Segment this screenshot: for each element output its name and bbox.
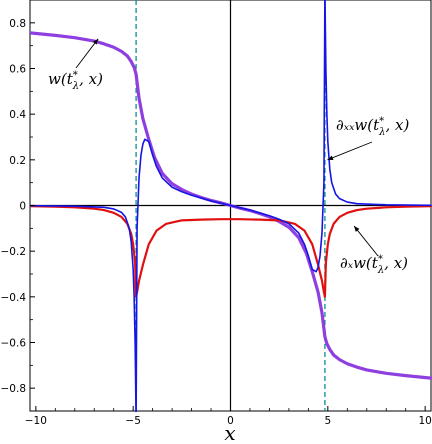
x-axis-title: x bbox=[224, 421, 235, 444]
annotation-arrowhead bbox=[327, 155, 334, 160]
annotation-arrowhead bbox=[354, 226, 360, 232]
y-tick-label: 0.2 bbox=[9, 155, 26, 167]
annotation-2: ∂ₓw(t* λ, x) bbox=[340, 225, 408, 276]
annotation-arrow bbox=[353, 225, 379, 257]
annotation-label: w(t* λ, x) bbox=[48, 70, 103, 92]
y-tick-label: −0.6 bbox=[1, 338, 27, 350]
ticks: −10 −5 0 5 10 0.8 0.6 0.4 0.2 0 −0.2 −0.4 −0.6 −0.8 bbox=[1, 0, 432, 427]
series-line-2 bbox=[30, 0, 432, 412]
x-tick-label: 5 bbox=[324, 415, 331, 427]
y-tick-label: 0.8 bbox=[9, 18, 26, 30]
annotation-arrowhead bbox=[92, 38, 99, 45]
annotation-arrow bbox=[327, 141, 373, 161]
y-tick-label: 0.6 bbox=[9, 64, 26, 76]
annotation-label: ∂ₓw(t* λ, x) bbox=[340, 254, 408, 276]
annotation-0: w(t* λ, x) bbox=[48, 38, 103, 92]
x-tick-label: −5 bbox=[125, 415, 140, 427]
x-tick-label: −10 bbox=[25, 415, 47, 427]
annotations: w(t* λ, x) ∂ₓₓw(t* λ, x) ∂ₓw(t* λ, x) bbox=[48, 38, 409, 276]
annotation-label: ∂ₓₓw(t* λ, x) bbox=[336, 116, 409, 138]
series-layer bbox=[30, 0, 432, 412]
x-tick-label: 0 bbox=[227, 415, 234, 427]
y-tick-label: −0.2 bbox=[1, 246, 27, 258]
annotation-1: ∂ₓₓw(t* λ, x) bbox=[327, 116, 409, 161]
y-tick-label: −0.4 bbox=[1, 292, 27, 304]
y-tick-label: 0 bbox=[19, 201, 26, 213]
x-tick-label: 10 bbox=[418, 415, 431, 427]
y-tick-label: −0.8 bbox=[1, 383, 27, 395]
annotation-arrow bbox=[75, 38, 99, 69]
y-tick-label: 0.4 bbox=[9, 109, 26, 121]
